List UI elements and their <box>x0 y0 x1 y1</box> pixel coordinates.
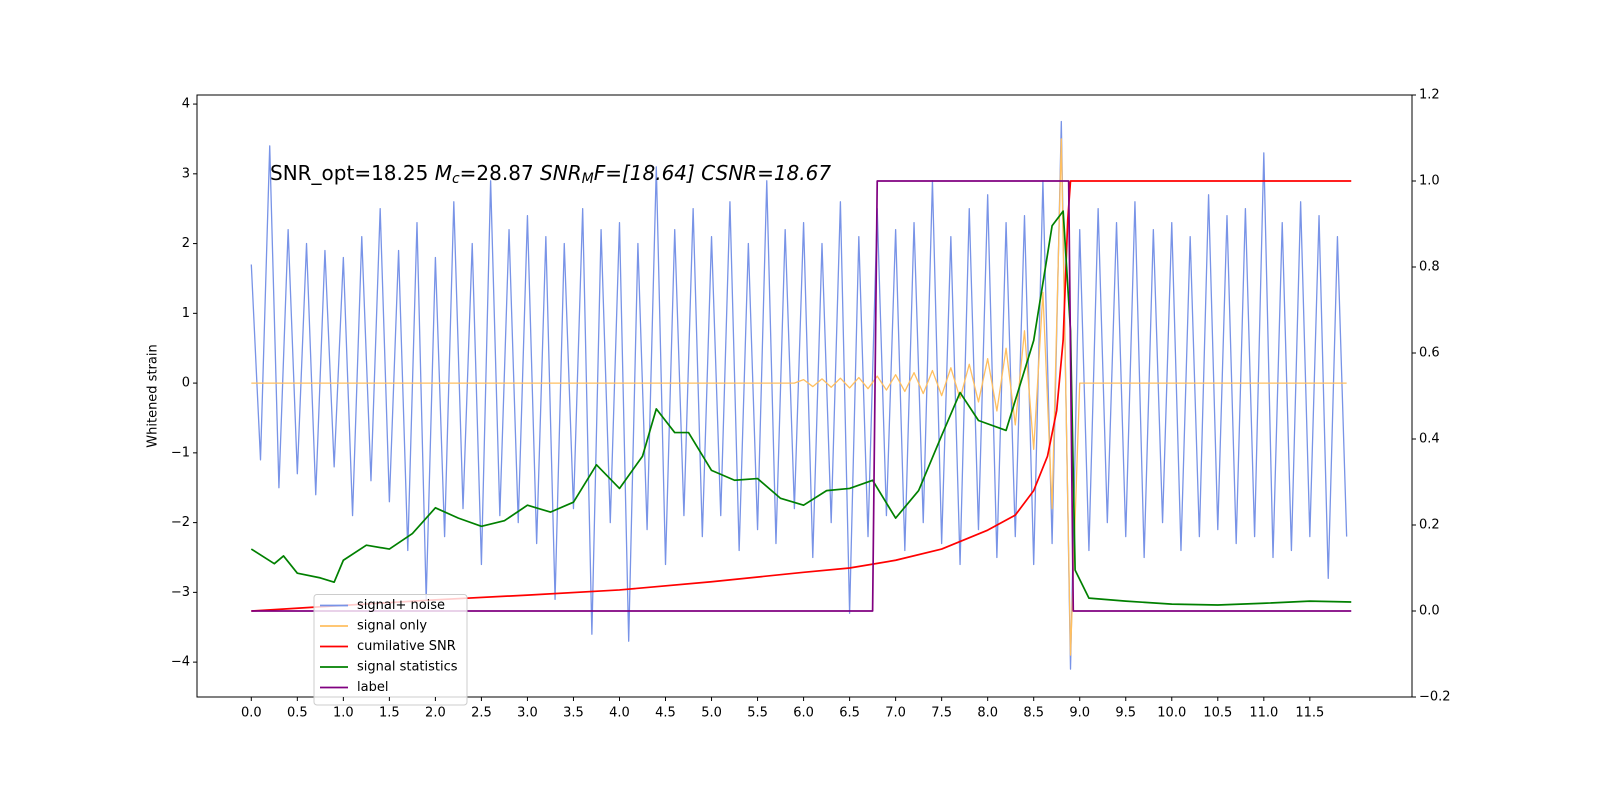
y-tick-label: 1 <box>182 306 190 321</box>
x-tick-label: 8.5 <box>1023 706 1044 721</box>
y2-tick-label: 0.0 <box>1419 604 1440 619</box>
x-tick-label: 1.5 <box>379 706 400 721</box>
x-tick-label: 8.0 <box>977 706 998 721</box>
series-line <box>251 138 1347 656</box>
y-tick-label: 0 <box>182 376 190 391</box>
x-tick-label: 0.5 <box>287 706 308 721</box>
annotation-part: SNR_opt=18.25 <box>270 161 435 185</box>
y2-tick-label: 0.4 <box>1419 432 1440 447</box>
x-tick-label: 9.0 <box>1069 706 1090 721</box>
series-line <box>250 120 1348 670</box>
x-tick-label: 7.0 <box>885 706 906 721</box>
x-tick-label: 6.0 <box>793 706 814 721</box>
x-tick-label: 10.0 <box>1157 706 1186 721</box>
y-tick-label: 4 <box>182 97 190 112</box>
y2-tick-label: 0.8 <box>1419 260 1440 275</box>
x-tick-label: 10.5 <box>1203 706 1232 721</box>
x-tick-label: 6.5 <box>839 706 860 721</box>
y-tick-label: 2 <box>182 236 190 251</box>
y2-tick-label: 0.2 <box>1419 518 1440 533</box>
y-tick-label: 3 <box>182 166 190 181</box>
x-tick-label: 5.5 <box>747 706 768 721</box>
x-tick-label: 3.5 <box>563 706 584 721</box>
y-axis-label: Whitened strain <box>146 344 161 447</box>
series-line <box>251 180 1352 612</box>
x-tick-label: 1.0 <box>333 706 354 721</box>
y-tick-label: −3 <box>171 585 190 600</box>
legend-label: cumilative SNR <box>357 639 456 654</box>
legend-label: signal only <box>357 619 427 634</box>
legend: signal+ noise signal only cumilative SNR si… <box>313 594 468 706</box>
y2-tick-label: 1.0 <box>1419 174 1440 189</box>
x-tick-label: 5.0 <box>701 706 722 721</box>
x-tick-label: 2.5 <box>471 706 492 721</box>
annotation-part: =28.87 <box>460 161 540 185</box>
x-tick-label: 11.0 <box>1249 706 1278 721</box>
axes-frame <box>196 94 1413 698</box>
x-tick-label: 3.0 <box>517 706 538 721</box>
annotation: SNR_opt=18.25 Mc=28.87 SNRMF=[18.64] CSN… <box>270 161 831 188</box>
annotation-part: c <box>452 171 460 187</box>
series-line <box>251 180 1352 612</box>
x-tick-label: 4.0 <box>609 706 630 721</box>
y-tick-label: −2 <box>171 515 190 530</box>
y2-tick-label: 1.2 <box>1419 88 1440 103</box>
x-tick-label: 9.5 <box>1115 706 1136 721</box>
legend-box <box>313 594 468 706</box>
legend-label: label <box>357 680 388 695</box>
y-tick-label: −1 <box>171 445 190 460</box>
annotation-part: SNR <box>540 161 582 185</box>
annotation-part: M <box>582 171 594 187</box>
annotation-part: F=[18.64] CSNR=18.67 <box>594 161 832 185</box>
y2-tick-label: −0.2 <box>1419 690 1451 705</box>
legend-label: signal statistics <box>357 660 458 675</box>
x-tick-label: 11.5 <box>1295 706 1324 721</box>
x-tick-label: 0.0 <box>241 706 262 721</box>
x-tick-label: 4.5 <box>655 706 676 721</box>
y2-tick-label: 0.6 <box>1419 346 1440 361</box>
y-tick-label: −4 <box>171 655 190 670</box>
x-tick-label: 2.0 <box>425 706 446 721</box>
legend-label: signal+ noise <box>357 598 445 613</box>
annotation-part: M <box>435 161 452 185</box>
x-tick-label: 7.5 <box>931 706 952 721</box>
plot-area <box>250 120 1352 670</box>
